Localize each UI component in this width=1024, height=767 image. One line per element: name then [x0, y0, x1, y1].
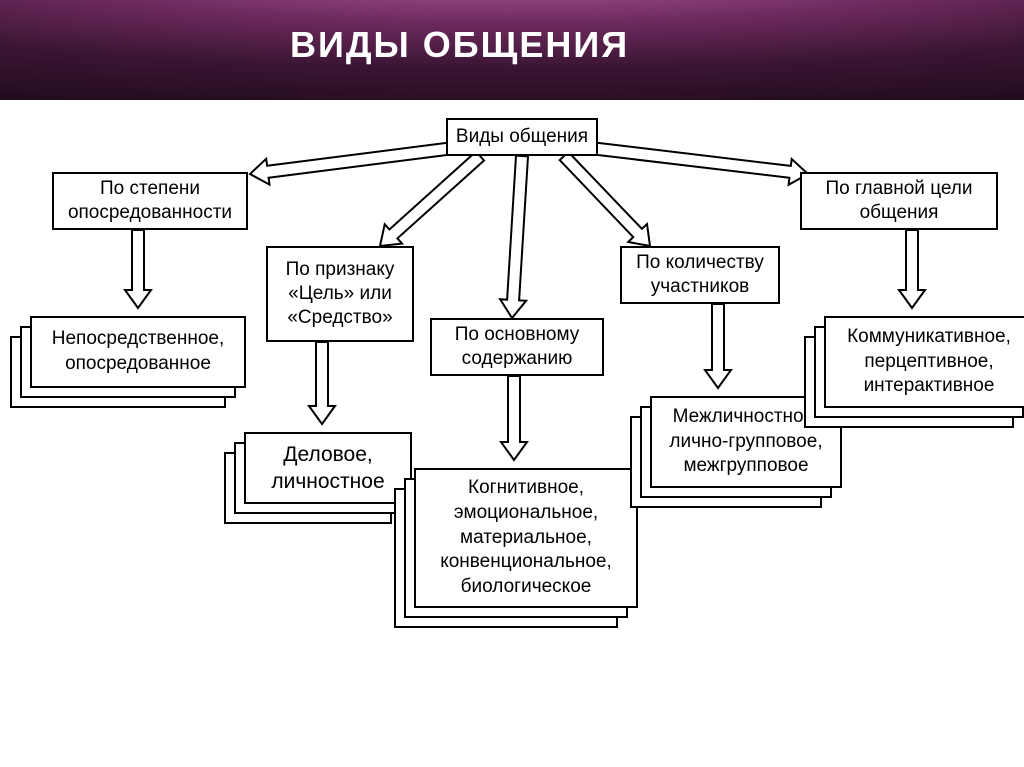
leaf-label: Коммуникативное, перцептивное, интеракти… [834, 325, 1024, 399]
slide-title: ВИДЫ ОБЩЕНИЯ [290, 24, 629, 66]
leaf-stack: Коммуникативное, перцептивное, интеракти… [804, 316, 1024, 428]
category-label: По главной цели общения [808, 177, 990, 225]
leaf-stack: Непосредственное, опосредованное [10, 316, 246, 408]
root-node: Виды общения [446, 118, 598, 156]
leaf-stack: Деловое, личностное [224, 432, 412, 524]
root-label: Виды общения [456, 125, 588, 149]
leaf-stack: Когнитивное, эмоциональное, материальное… [394, 468, 638, 628]
leaf-label: Непосредственное, опосредованное [40, 327, 236, 376]
category-box: По признаку «Цель» или «Средство» [266, 246, 414, 342]
category-label: По основному содержанию [438, 323, 596, 371]
category-box: По степени опосредованности [52, 172, 248, 230]
category-box: По основному содержанию [430, 318, 604, 376]
title-band: ВИДЫ ОБЩЕНИЯ [0, 0, 1024, 100]
leaf-front: Коммуникативное, перцептивное, интеракти… [824, 316, 1024, 408]
leaf-front: Деловое, личностное [244, 432, 412, 504]
diagram-canvas: Виды общения По степени опосредованности… [0, 100, 1024, 767]
leaf-label: Когнитивное, эмоциональное, материальное… [424, 476, 628, 599]
leaf-front: Когнитивное, эмоциональное, материальное… [414, 468, 638, 608]
category-label: По признаку «Цель» или «Средство» [274, 258, 406, 329]
category-box: По главной цели общения [800, 172, 998, 230]
category-label: По степени опосредованности [60, 177, 240, 225]
leaf-label: Деловое, личностное [254, 441, 402, 496]
category-box: По количеству участников [620, 246, 780, 304]
leaf-front: Непосредственное, опосредованное [30, 316, 246, 388]
category-label: По количеству участников [628, 251, 772, 299]
